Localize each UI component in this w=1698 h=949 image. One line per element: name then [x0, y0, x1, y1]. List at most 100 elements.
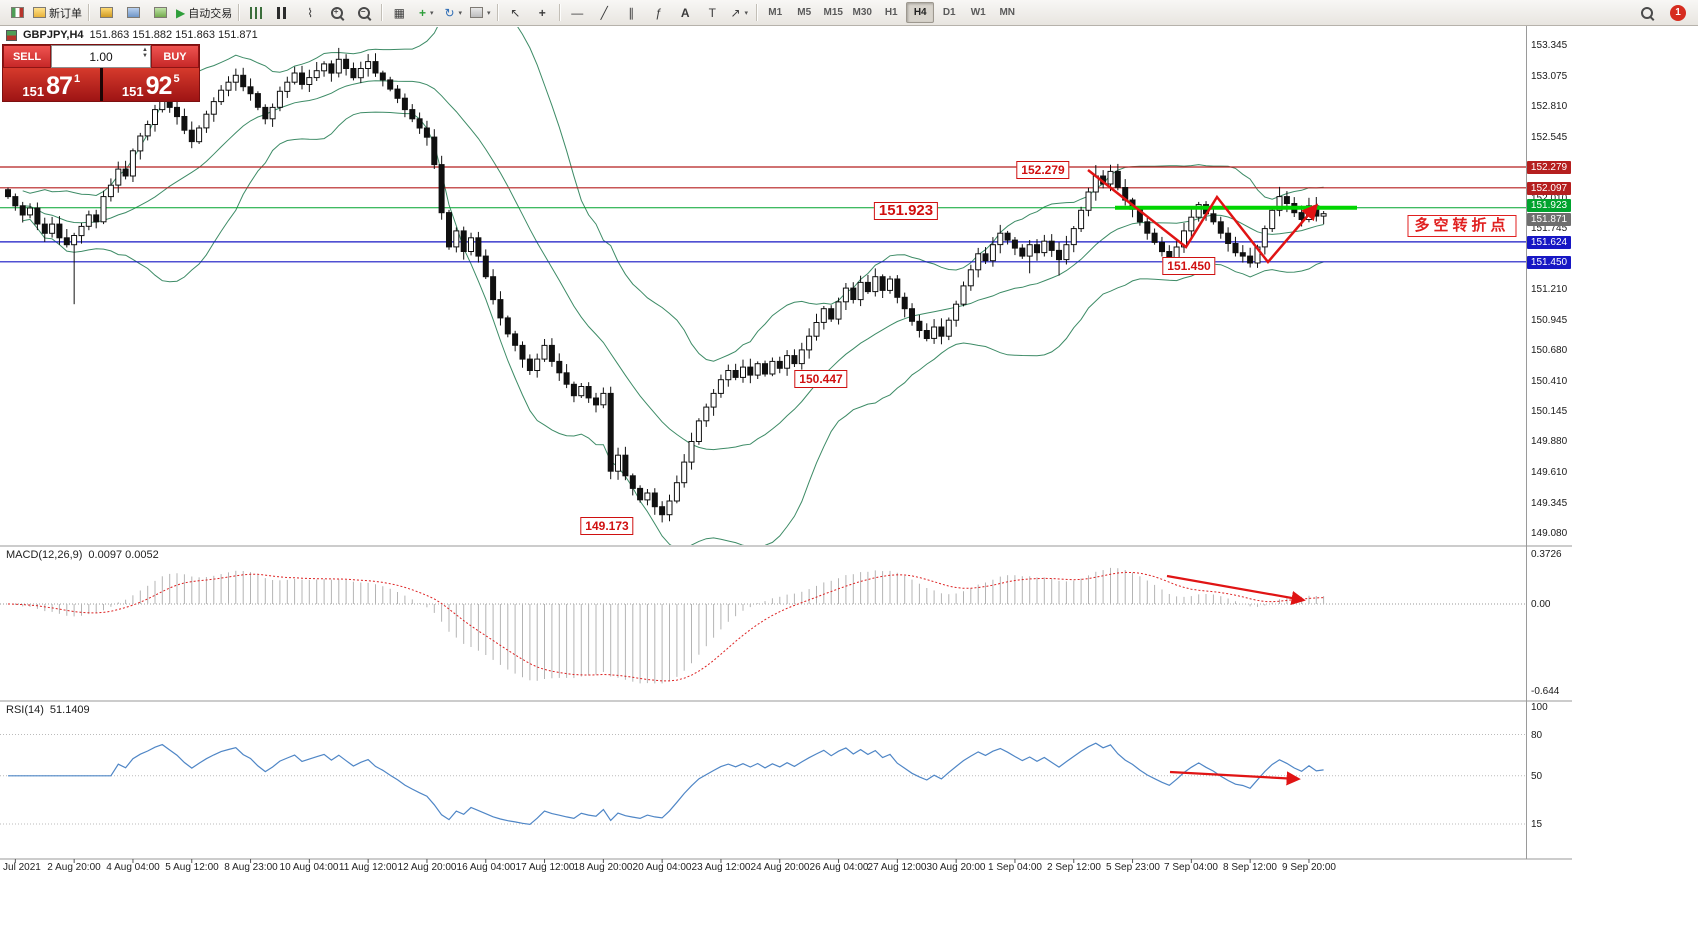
templates-icon[interactable]: ▾ [467, 3, 493, 23]
time-axis-label: 16 Aug 04:00 [456, 862, 516, 873]
time-axis-label: 1 Sep 04:00 [988, 862, 1042, 873]
period-icon[interactable]: ↻ ▾ [444, 5, 463, 20]
toolbar-right-group: 1 [1634, 3, 1694, 23]
price-callout: 151.923 [873, 202, 939, 220]
sell-button[interactable]: SELL [3, 45, 51, 68]
timeframe-m1-button[interactable]: M1 [768, 7, 783, 18]
symbol-period: GBPJPY,H4 [23, 29, 84, 41]
chevron-down-icon: ▾ [429, 9, 434, 17]
price-axis-label: 152.810 [1531, 101, 1568, 112]
symbol-icon [6, 29, 17, 41]
indicators-icon[interactable]: + ▾ [418, 5, 434, 20]
price-axis-label: 150.145 [1531, 406, 1568, 417]
time-axis-label: 20 Aug 04:00 [632, 862, 692, 873]
timeframe-w1-button[interactable]: W1 [970, 7, 986, 18]
timeframe-m15-button[interactable]: M15 [823, 7, 843, 18]
time-axis-label: 18 Aug 20:00 [573, 862, 633, 873]
timeframe-mn-button[interactable]: MN [999, 7, 1016, 18]
price-badge: 151.923 [1527, 199, 1571, 212]
price-axis-label: 149.345 [1531, 498, 1568, 509]
fibonacci-icon[interactable]: ƒ [654, 5, 662, 20]
rsi-scale-label: 50 [1531, 771, 1543, 782]
price-callout: 151.450 [1162, 257, 1216, 275]
timeframe-d1-button[interactable]: D1 [942, 7, 956, 18]
play-icon: ▶ [176, 5, 186, 20]
rsi-scale-label: 15 [1531, 819, 1543, 830]
bars-chart-icon[interactable] [243, 3, 269, 23]
chevron-down-icon: ▾ [744, 9, 749, 17]
trendline-icon[interactable]: ╱ [600, 5, 608, 20]
price-callout: 149.173 [580, 517, 634, 535]
chevron-down-icon: ▾ [486, 9, 491, 17]
price-axis-label: 150.410 [1531, 376, 1568, 387]
cursor-icon[interactable]: ↖ [510, 5, 521, 20]
time-axis-label: 12 Aug 20:00 [397, 862, 457, 873]
volume-value: 1.00 [89, 49, 113, 64]
zoom-out-icon[interactable]: − [351, 3, 377, 23]
ask-price[interactable]: 151 92 5 [102, 68, 199, 101]
timeframe-m30-button[interactable]: M30 [852, 7, 872, 18]
crosshair-icon[interactable]: + [538, 5, 546, 20]
volume-input[interactable]: 1.00 ▲ ▼ [51, 45, 151, 68]
terminal-icon[interactable] [147, 3, 173, 23]
timeframe-m5-button[interactable]: M5 [797, 7, 812, 18]
navigator-icon[interactable] [120, 3, 146, 23]
separator [559, 4, 561, 21]
tile-windows-icon[interactable]: ▦ [393, 5, 405, 20]
market-watch-icon[interactable] [93, 3, 119, 23]
macd-scale-label: -0.644 [1531, 686, 1560, 697]
candlestick-chart-icon[interactable] [270, 3, 296, 23]
new-order-button[interactable]: 新订单 [31, 3, 84, 23]
channel-icon[interactable]: ∥ [628, 5, 635, 20]
time-axis-label: 8 Sep 12:00 [1223, 862, 1277, 873]
price-axis-label: 153.075 [1531, 71, 1568, 82]
chart-area[interactable] [0, 26, 1526, 859]
price-axis-label: 150.945 [1531, 315, 1568, 326]
time-axis-label: 2 Aug 20:00 [47, 862, 101, 873]
price-badge: 152.279 [1527, 161, 1571, 174]
time-axis-label: 27 Aug 12:00 [867, 862, 927, 873]
new-chart-icon[interactable] [4, 3, 30, 23]
rsi-title: RSI(14) [6, 704, 44, 716]
hline-icon[interactable]: — [571, 5, 584, 20]
time-axis-label: 8 Aug 23:00 [224, 862, 278, 873]
time-axis-label: 5 Aug 12:00 [165, 862, 219, 873]
timeframe-h4-button[interactable]: H4 [906, 2, 935, 23]
line-chart-icon[interactable]: ⌇ [307, 5, 314, 20]
pivot-text: 多空转折点 [1407, 215, 1517, 237]
time-axis-label: 9 Sep 20:00 [1282, 862, 1336, 873]
separator [238, 4, 240, 21]
time-axis-label: 30 Aug 20:00 [926, 862, 986, 873]
rsi-values: 51.1409 [49, 704, 90, 716]
text-icon[interactable]: A [680, 5, 690, 20]
volume-down-button[interactable]: ▼ [142, 53, 148, 59]
auto-trading-button[interactable]: ▶ 自动交易 [174, 3, 234, 23]
time-axis-label: 17 Aug 12:00 [515, 862, 575, 873]
notification-badge[interactable]: 1 [1670, 4, 1686, 21]
price-axis-label: 151.745 [1531, 223, 1568, 234]
ohlc-values: 151.863 151.882 151.863 151.871 [89, 29, 258, 41]
time-axis-label: 5 Sep 23:00 [1106, 862, 1160, 873]
macd-title: MACD(12,26,9) [6, 549, 83, 561]
macd-scale-label: 0.3726 [1531, 549, 1562, 560]
separator [756, 4, 758, 21]
macd-scale-label: 0.00 [1531, 599, 1551, 610]
zoom-in-icon[interactable]: + [324, 3, 350, 23]
text-label-icon[interactable]: T [708, 5, 716, 20]
price-badge: 151.624 [1527, 236, 1571, 249]
new-order-label: 新订单 [49, 7, 82, 20]
separator [88, 4, 89, 21]
price-axis-label: 149.080 [1531, 528, 1568, 539]
price-axis-label: 150.680 [1531, 345, 1568, 356]
bid-price[interactable]: 151 87 1 [3, 68, 100, 101]
auto-trading-label: 自动交易 [188, 7, 233, 20]
macd-values: 0.0097 0.0052 [88, 549, 159, 561]
rsi-scale-label: 100 [1531, 702, 1548, 713]
search-icon[interactable] [1634, 3, 1660, 23]
order-icon [33, 7, 46, 18]
arrows-icon[interactable]: ↗ ▾ [730, 5, 749, 20]
timeframe-h1-button[interactable]: H1 [884, 7, 898, 18]
price-axis-label: 149.610 [1531, 467, 1568, 478]
buy-button[interactable]: BUY [151, 45, 199, 68]
